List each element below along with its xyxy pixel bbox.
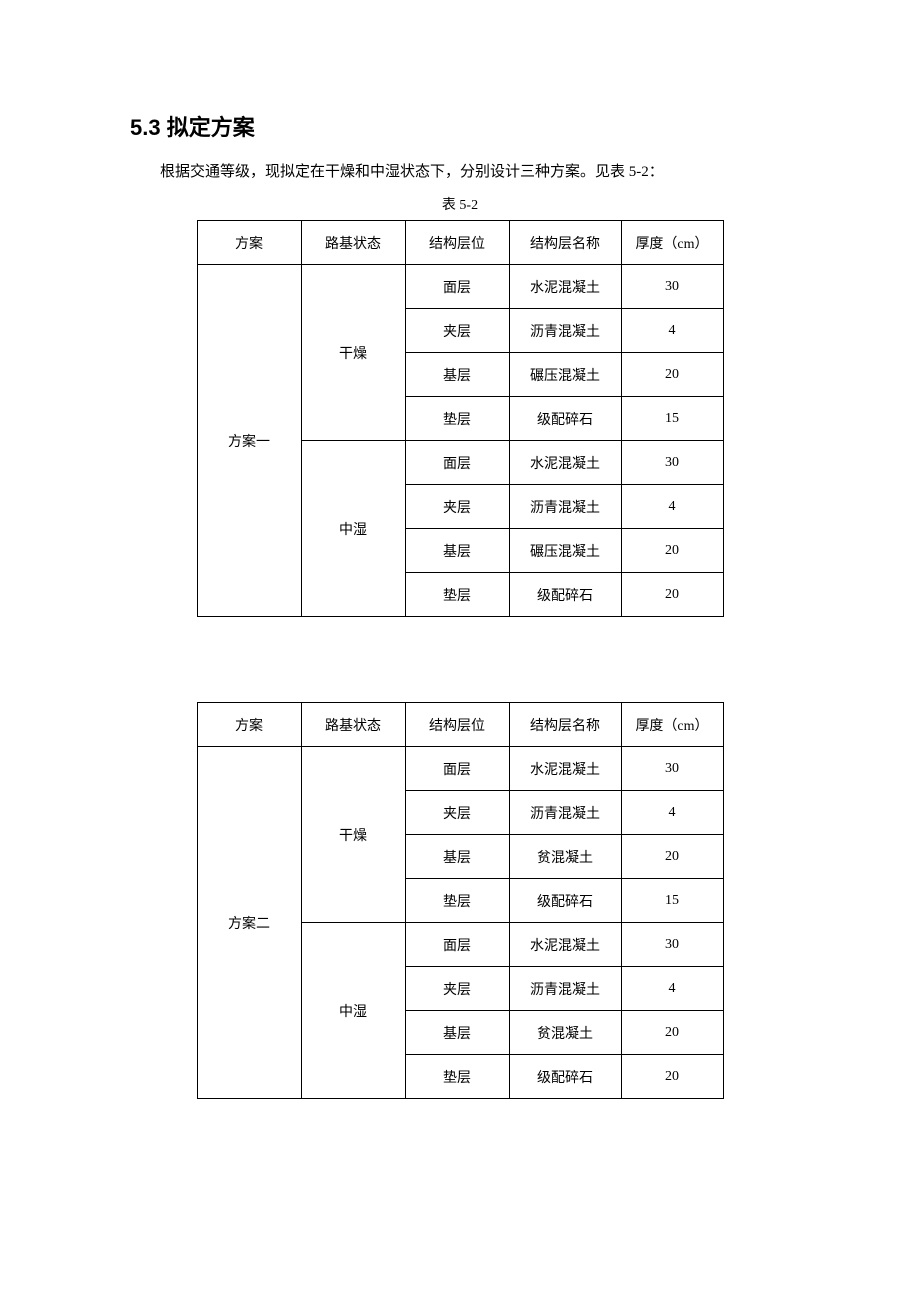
cell-layer-pos: 垫层 (405, 1055, 509, 1099)
cell-state-name: 中湿 (301, 923, 405, 1099)
cell-layer-name: 级配碎石 (509, 397, 621, 441)
cell-layer-pos: 夹层 (405, 791, 509, 835)
col-header-layer-pos: 结构层位 (405, 703, 509, 747)
cell-thickness: 4 (621, 967, 723, 1011)
table-header-row: 方案 路基状态 结构层位 结构层名称 厚度（cm） (197, 221, 723, 265)
cell-layer-name: 沥青混凝土 (509, 791, 621, 835)
cell-layer-name: 沥青混凝土 (509, 309, 621, 353)
col-header-plan: 方案 (197, 221, 301, 265)
cell-layer-name: 碾压混凝土 (509, 529, 621, 573)
cell-layer-pos: 垫层 (405, 573, 509, 617)
cell-thickness: 20 (621, 573, 723, 617)
cell-thickness: 30 (621, 923, 723, 967)
cell-thickness: 15 (621, 397, 723, 441)
cell-layer-pos: 面层 (405, 265, 509, 309)
cell-layer-name: 级配碎石 (509, 573, 621, 617)
plan-table-2: 方案 路基状态 结构层位 结构层名称 厚度（cm） 方案二 干燥 面层 水泥混凝… (197, 702, 724, 1099)
intro-paragraph: 根据交通等级，现拟定在干燥和中湿状态下，分别设计三种方案。见表 5-2： (130, 160, 790, 184)
col-header-thickness: 厚度（cm） (621, 703, 723, 747)
cell-layer-pos: 垫层 (405, 397, 509, 441)
cell-layer-pos: 基层 (405, 1011, 509, 1055)
cell-layer-pos: 基层 (405, 529, 509, 573)
cell-layer-pos: 基层 (405, 353, 509, 397)
col-header-thickness: 厚度（cm） (621, 221, 723, 265)
cell-layer-pos: 垫层 (405, 879, 509, 923)
cell-layer-name: 水泥混凝土 (509, 747, 621, 791)
cell-thickness: 20 (621, 353, 723, 397)
cell-thickness: 30 (621, 265, 723, 309)
cell-thickness: 15 (621, 879, 723, 923)
cell-thickness: 30 (621, 441, 723, 485)
cell-state-name: 干燥 (301, 265, 405, 441)
cell-thickness: 4 (621, 309, 723, 353)
col-header-state: 路基状态 (301, 703, 405, 747)
cell-layer-name: 贫混凝土 (509, 1011, 621, 1055)
cell-layer-pos: 夹层 (405, 485, 509, 529)
cell-layer-name: 碾压混凝土 (509, 353, 621, 397)
col-header-state: 路基状态 (301, 221, 405, 265)
section-heading: 5.3 拟定方案 (130, 110, 790, 142)
table-header-row: 方案 路基状态 结构层位 结构层名称 厚度（cm） (197, 703, 723, 747)
cell-state-name: 干燥 (301, 747, 405, 923)
cell-layer-name: 水泥混凝土 (509, 923, 621, 967)
plan-table-1: 方案 路基状态 结构层位 结构层名称 厚度（cm） 方案一 干燥 面层 水泥混凝… (197, 220, 724, 617)
cell-thickness: 4 (621, 791, 723, 835)
cell-layer-pos: 面层 (405, 923, 509, 967)
cell-layer-pos: 基层 (405, 835, 509, 879)
cell-layer-pos: 面层 (405, 747, 509, 791)
cell-layer-name: 水泥混凝土 (509, 265, 621, 309)
cell-layer-name: 水泥混凝土 (509, 441, 621, 485)
col-header-layer-name: 结构层名称 (509, 221, 621, 265)
table-row: 方案一 干燥 面层 水泥混凝土 30 (197, 265, 723, 309)
cell-thickness: 20 (621, 1055, 723, 1099)
table-caption: 表 5-2 (130, 194, 790, 214)
cell-layer-pos: 面层 (405, 441, 509, 485)
col-header-layer-name: 结构层名称 (509, 703, 621, 747)
cell-thickness: 20 (621, 835, 723, 879)
cell-thickness: 30 (621, 747, 723, 791)
col-header-plan: 方案 (197, 703, 301, 747)
cell-layer-name: 沥青混凝土 (509, 485, 621, 529)
cell-layer-name: 级配碎石 (509, 1055, 621, 1099)
cell-layer-pos: 夹层 (405, 967, 509, 1011)
cell-plan-name: 方案二 (197, 747, 301, 1099)
table-row: 方案二 干燥 面层 水泥混凝土 30 (197, 747, 723, 791)
cell-thickness: 20 (621, 1011, 723, 1055)
col-header-layer-pos: 结构层位 (405, 221, 509, 265)
cell-layer-name: 贫混凝土 (509, 835, 621, 879)
cell-plan-name: 方案一 (197, 265, 301, 617)
cell-layer-name: 级配碎石 (509, 879, 621, 923)
cell-thickness: 20 (621, 529, 723, 573)
cell-thickness: 4 (621, 485, 723, 529)
cell-state-name: 中湿 (301, 441, 405, 617)
cell-layer-pos: 夹层 (405, 309, 509, 353)
cell-layer-name: 沥青混凝土 (509, 967, 621, 1011)
